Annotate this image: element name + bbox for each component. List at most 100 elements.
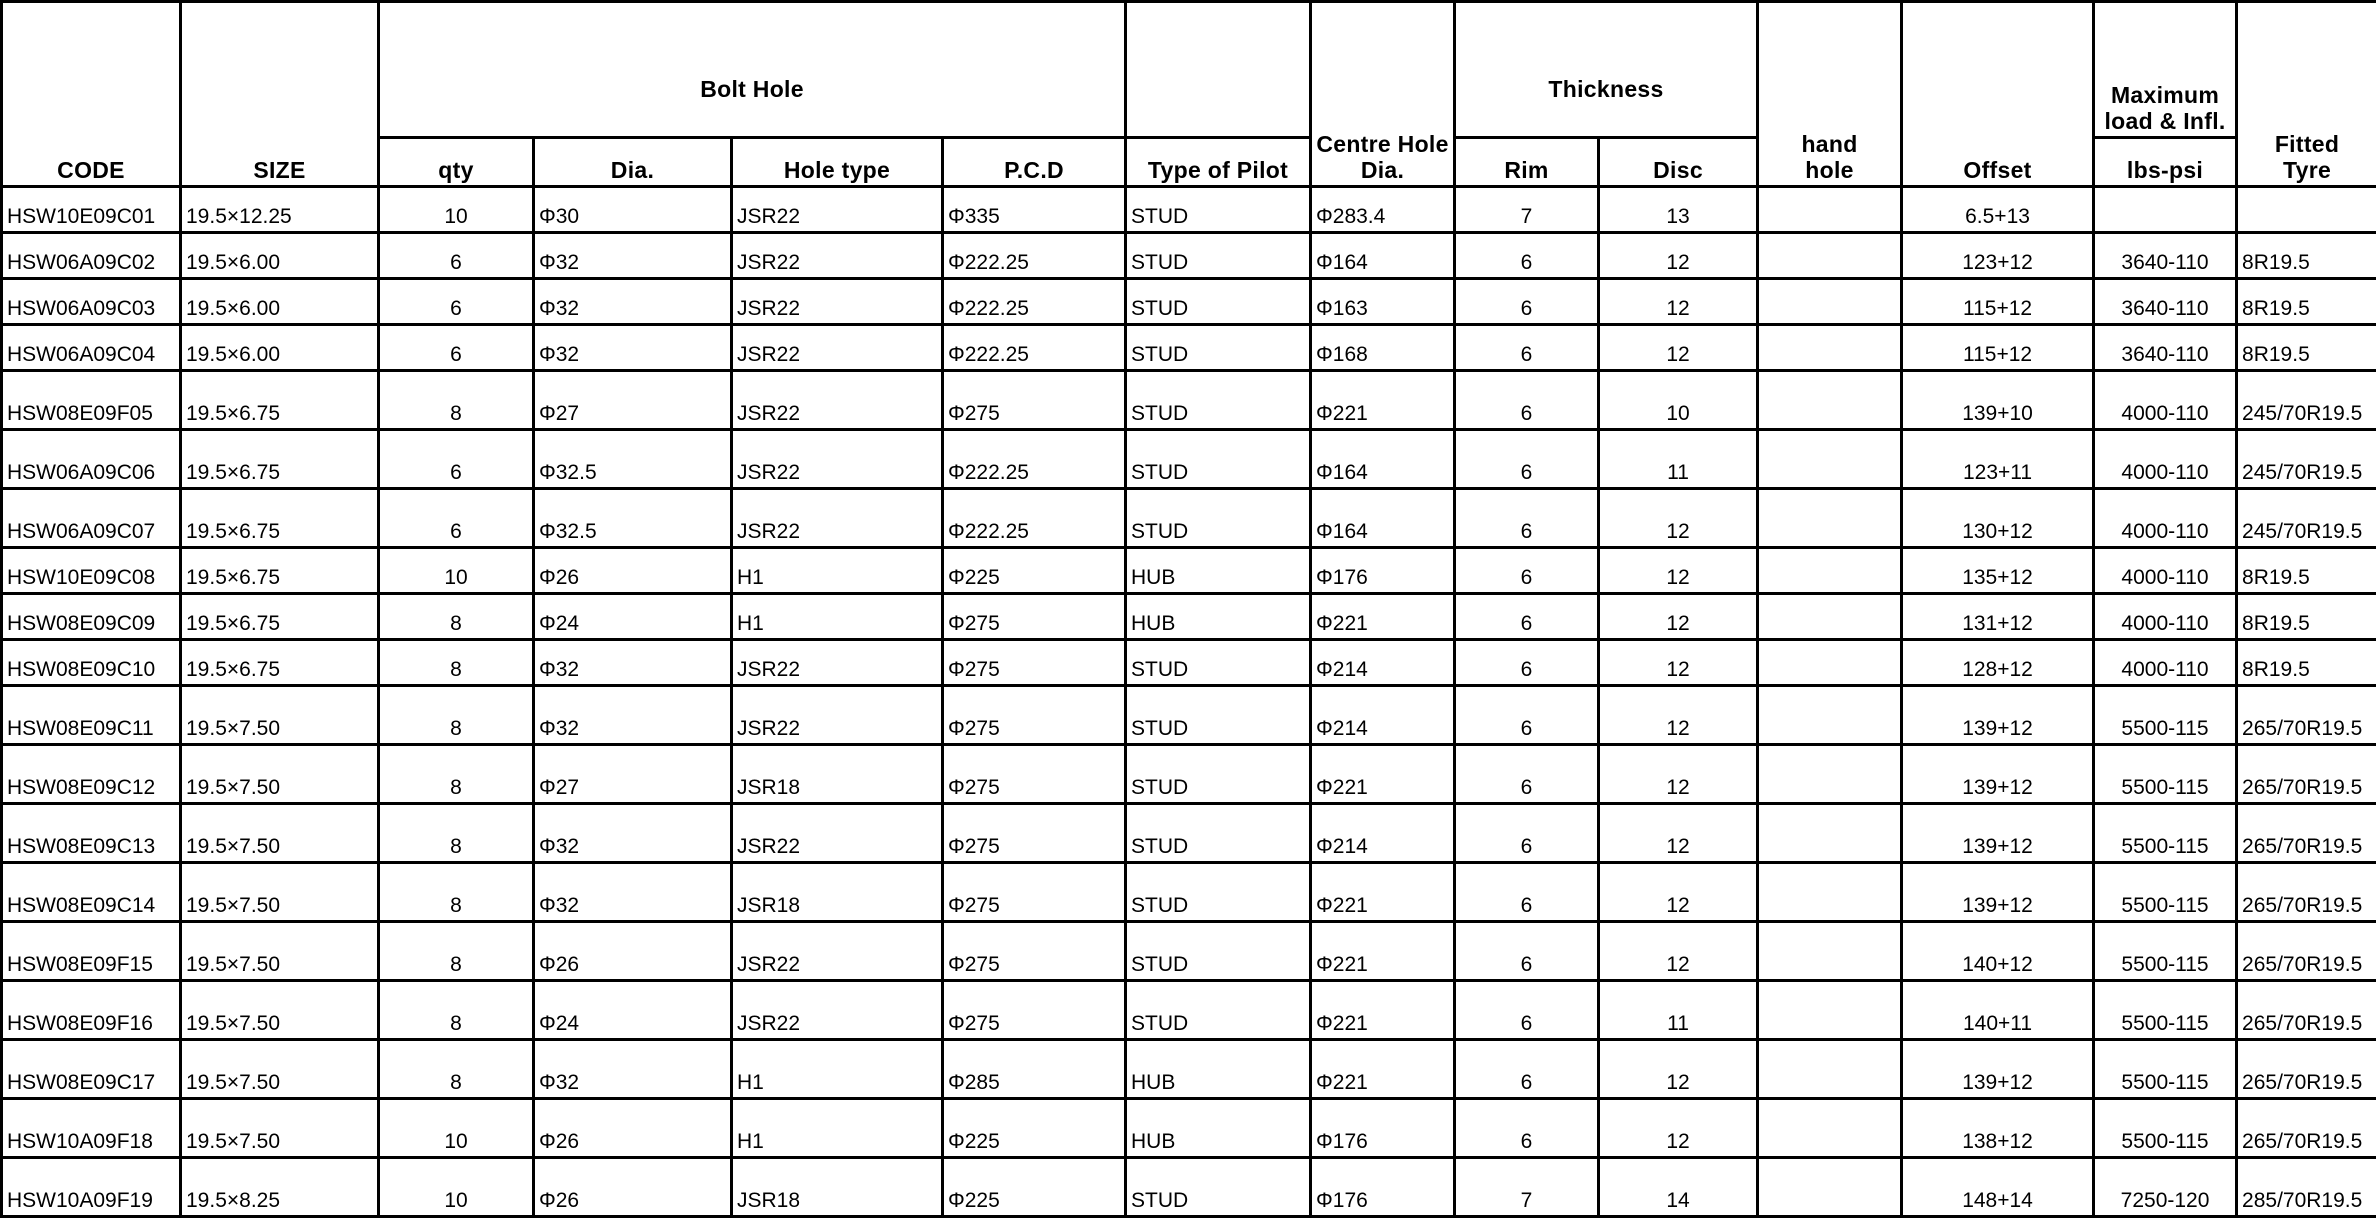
cell-offset: 138+12 [1902,1099,2094,1158]
cell-tyre: 8R19.5 [2237,594,2376,640]
cell-tyre: 265/70R19.5 [2237,686,2376,745]
cell-load: 5500-115 [2094,804,2237,863]
cell-disc: 12 [1599,804,1758,863]
cell-pilot: HUB [1126,548,1311,594]
cell-dia: Φ26 [534,548,732,594]
header-type-of-pilot: Type of Pilot [1126,138,1311,187]
cell-centre: Φ221 [1311,922,1455,981]
header-lbs-psi: lbs-psi [2094,138,2237,187]
cell-pilot: HUB [1126,1099,1311,1158]
cell-centre: Φ221 [1311,594,1455,640]
cell-hole-type: JSR22 [732,640,943,686]
cell-dia: Φ27 [534,745,732,804]
cell-pcd: Φ222.25 [943,233,1126,279]
cell-code: HSW10E09C08 [2,548,181,594]
cell-pcd: Φ275 [943,686,1126,745]
cell-centre: Φ221 [1311,981,1455,1040]
cell-dia: Φ32 [534,1040,732,1099]
cell-dia: Φ32 [534,325,732,371]
cell-dia: Φ30 [534,187,732,233]
cell-rim: 6 [1455,325,1599,371]
cell-centre: Φ163 [1311,279,1455,325]
cell-hole-type: JSR22 [732,325,943,371]
cell-pcd: Φ335 [943,187,1126,233]
cell-code: HSW08E09C17 [2,1040,181,1099]
cell-rim: 6 [1455,430,1599,489]
cell-tyre [2237,187,2376,233]
cell-hole-type: JSR22 [732,981,943,1040]
cell-hand-hole [1758,745,1902,804]
cell-disc: 12 [1599,745,1758,804]
cell-hole-type: JSR18 [732,1158,943,1217]
cell-pcd: Φ222.25 [943,489,1126,548]
cell-pcd: Φ225 [943,1158,1126,1217]
cell-dia: Φ32 [534,804,732,863]
cell-centre: Φ176 [1311,1099,1455,1158]
cell-size: 19.5×8.25 [181,1158,379,1217]
cell-rim: 6 [1455,686,1599,745]
header-max-load: Maximum load & Infl. [2094,2,2237,138]
cell-hand-hole [1758,430,1902,489]
cell-hand-hole [1758,1099,1902,1158]
header-code: CODE [2,2,181,187]
cell-offset: 139+12 [1902,686,2094,745]
cell-disc: 11 [1599,430,1758,489]
cell-load [2094,187,2237,233]
cell-disc: 12 [1599,1099,1758,1158]
cell-offset: 123+11 [1902,430,2094,489]
cell-pilot: STUD [1126,430,1311,489]
cell-pilot: STUD [1126,371,1311,430]
cell-pilot: STUD [1126,640,1311,686]
cell-code: HSW06A09C04 [2,325,181,371]
cell-qty: 8 [379,922,534,981]
cell-qty: 8 [379,1040,534,1099]
cell-dia: Φ32.5 [534,430,732,489]
cell-centre: Φ214 [1311,804,1455,863]
cell-hole-type: JSR22 [732,804,943,863]
cell-rim: 6 [1455,1040,1599,1099]
cell-hand-hole [1758,1040,1902,1099]
cell-size: 19.5×6.75 [181,371,379,430]
cell-qty: 8 [379,594,534,640]
cell-centre: Φ214 [1311,640,1455,686]
cell-hole-type: JSR22 [732,686,943,745]
cell-offset: 115+12 [1902,279,2094,325]
cell-tyre: 265/70R19.5 [2237,745,2376,804]
cell-rim: 6 [1455,548,1599,594]
cell-size: 19.5×7.50 [181,745,379,804]
cell-load: 5500-115 [2094,745,2237,804]
cell-code: HSW06A09C02 [2,233,181,279]
cell-disc: 12 [1599,686,1758,745]
cell-centre: Φ176 [1311,548,1455,594]
cell-pilot: STUD [1126,686,1311,745]
cell-centre: Φ221 [1311,1040,1455,1099]
cell-pilot: STUD [1126,981,1311,1040]
cell-qty: 10 [379,187,534,233]
cell-size: 19.5×6.00 [181,279,379,325]
cell-hole-type: JSR18 [732,863,943,922]
cell-load: 5500-115 [2094,1040,2237,1099]
cell-rim: 6 [1455,922,1599,981]
cell-pilot: STUD [1126,863,1311,922]
header-pilot-top [1126,2,1311,138]
header-hole-type: Hole type [732,138,943,187]
cell-rim: 6 [1455,981,1599,1040]
cell-centre: Φ176 [1311,1158,1455,1217]
cell-pilot: STUD [1126,1158,1311,1217]
header-bolt-hole: Bolt Hole [379,2,1126,138]
cell-pilot: STUD [1126,325,1311,371]
cell-centre: Φ221 [1311,745,1455,804]
cell-size: 19.5×7.50 [181,686,379,745]
header-qty: qty [379,138,534,187]
cell-size: 19.5×6.75 [181,640,379,686]
cell-hand-hole [1758,686,1902,745]
cell-rim: 6 [1455,1099,1599,1158]
cell-offset: 140+11 [1902,981,2094,1040]
cell-hole-type: JSR22 [732,430,943,489]
